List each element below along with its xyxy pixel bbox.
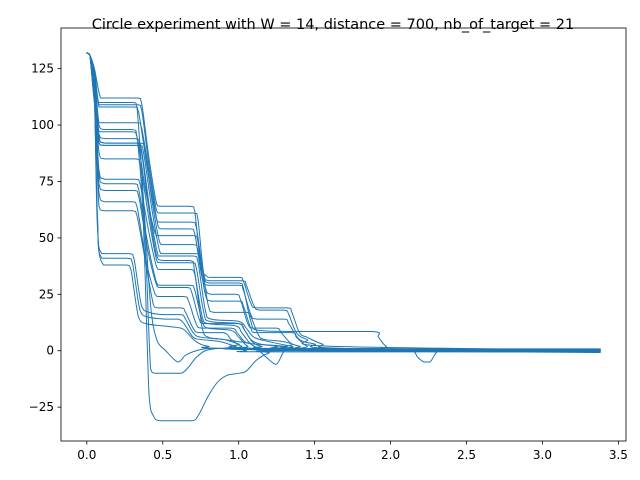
series-line-12	[86, 52, 601, 351]
x-tick-label: 3.5	[609, 448, 628, 462]
series-line-13	[86, 52, 601, 352]
chart-title: Circle experiment with W = 14, distance …	[92, 17, 574, 33]
series-line-7	[86, 52, 601, 353]
x-tick-label: 0.5	[153, 448, 172, 462]
y-tick-label: 50	[39, 231, 54, 245]
series-group	[86, 52, 601, 422]
series-line-11	[86, 52, 601, 352]
series-line-16	[86, 52, 601, 351]
series-line-17	[86, 52, 601, 353]
y-tick-label: 0	[46, 344, 54, 358]
series-line-9	[86, 52, 601, 350]
x-tick-label: 3.0	[533, 448, 552, 462]
series-line-18	[86, 52, 601, 365]
series-line-8	[86, 52, 601, 351]
x-tick-label: 1.0	[229, 448, 248, 462]
series-line-15	[86, 52, 601, 353]
series-line-14	[86, 52, 601, 351]
y-tick-label: −25	[29, 400, 54, 414]
series-line-2	[86, 52, 601, 351]
series-line-5	[86, 52, 601, 352]
series-line-6	[86, 52, 601, 351]
series-line-19	[86, 52, 601, 363]
series-line-3	[86, 52, 601, 351]
y-tick-label: 75	[39, 174, 54, 188]
x-axis: 0.0 0.5 1.0 1.5 2.0 2.5 3.0 3.5	[77, 441, 628, 462]
series-line-21	[86, 52, 601, 422]
x-tick-label: 0.0	[77, 448, 96, 462]
y-tick-label: 100	[31, 118, 54, 132]
y-tick-label: 25	[39, 287, 54, 301]
x-tick-label: 2.5	[457, 448, 476, 462]
x-tick-label: 1.5	[305, 448, 324, 462]
plot-frame	[60, 27, 627, 442]
x-tick-label: 2.0	[381, 448, 400, 462]
y-tick-label: 125	[31, 62, 54, 76]
series-line-1	[86, 52, 601, 351]
y-axis: −25 0 25 50 75 100 125	[29, 62, 61, 414]
series-line-4	[86, 52, 601, 351]
series-line-20	[86, 52, 601, 374]
